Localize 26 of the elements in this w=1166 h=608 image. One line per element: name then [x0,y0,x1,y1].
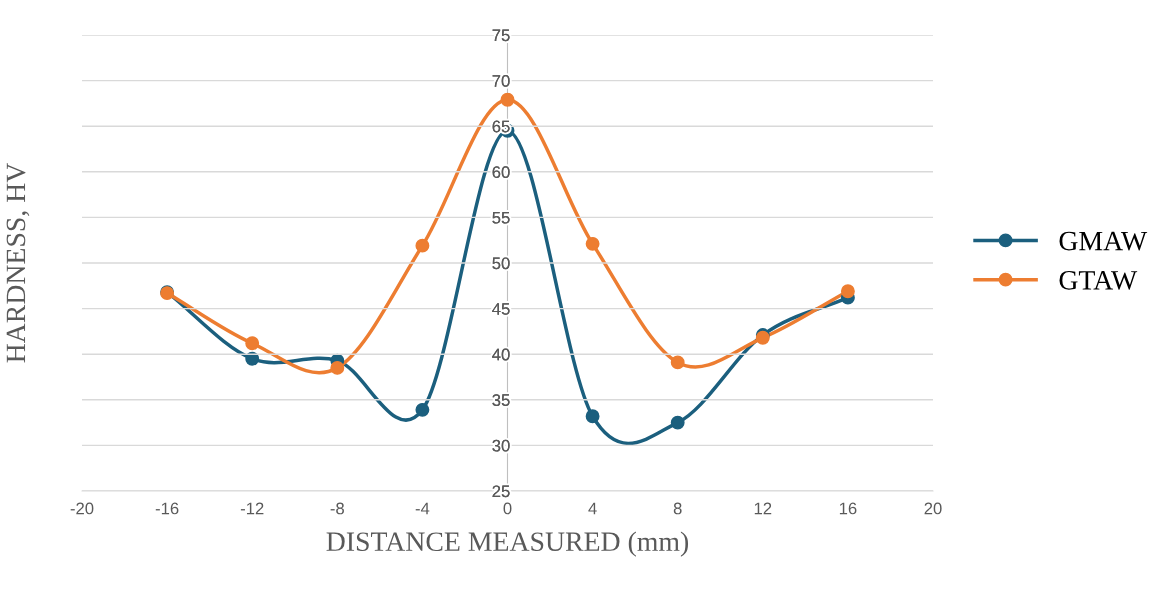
x-tick-label: 0 [503,502,512,515]
x-tick-label: -8 [330,502,344,515]
x-tick-label: -4 [415,502,430,515]
y-tick-label: 35 [492,394,510,406]
y-tick-label: 75 [492,29,510,42]
y-tick-label: 40 [492,348,510,361]
legend-label: GMAW [1059,231,1148,251]
y-tick-label: 50 [492,257,510,270]
y-tick-label: 55 [492,211,510,224]
x-tick-label: 20 [924,502,942,515]
legend-label: GTAW [1059,270,1138,290]
y-tick-label: 25 [492,485,510,498]
x-tick-label: 16 [839,502,857,515]
y-tick-label: 45 [492,303,510,315]
y-tick-label: 65 [492,120,510,133]
x-tick-label: 4 [588,502,597,515]
x-axis-title: DISTANCE MEASURED (mm) [326,531,689,557]
x-tick-label: 8 [673,502,682,515]
x-tick-label: 12 [754,502,772,515]
x-tick-label: -20 [70,502,94,515]
y-axis-title: HARDNESS, HV [6,162,30,363]
x-tick-label: -16 [155,502,179,515]
y-tick-label: 30 [492,439,510,452]
y-tick-label: 60 [492,166,510,178]
y-tick-label: 70 [492,75,510,87]
x-tick-label: -12 [240,502,264,515]
